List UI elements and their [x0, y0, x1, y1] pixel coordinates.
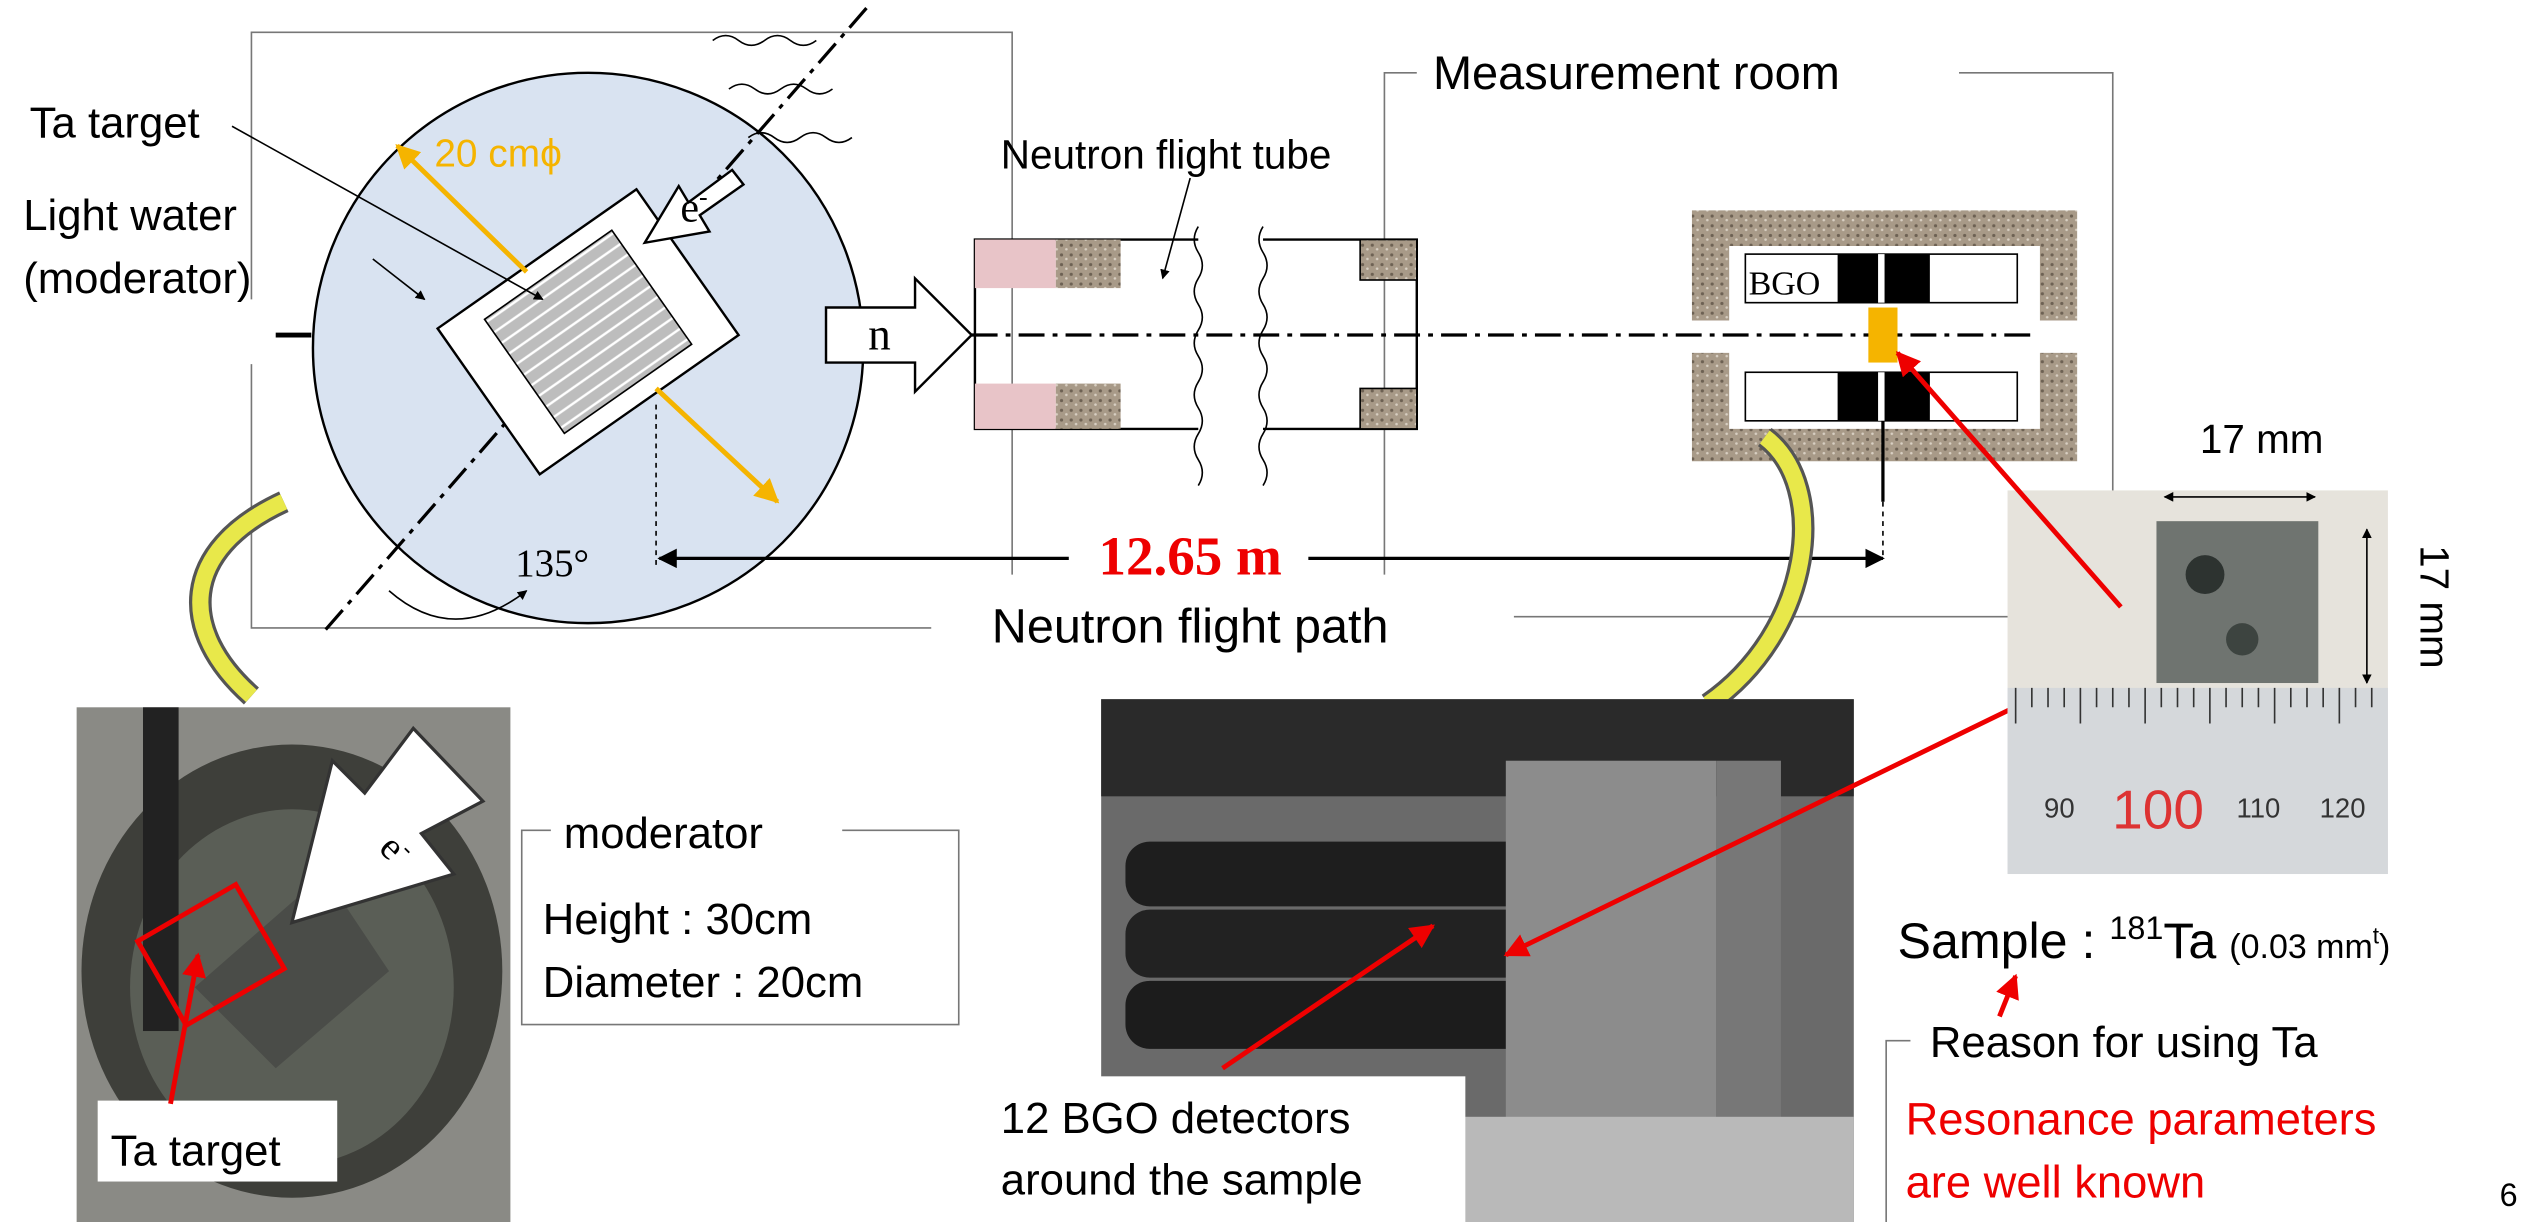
diameter-label: 20 cmϕ	[434, 133, 561, 176]
page: { "setup": { "ta_target": "Ta target", "…	[0, 0, 2539, 1222]
ruler-label: 90	[2044, 792, 2075, 823]
sample-label: Sample : 181Ta(0.03 mmt)	[1897, 910, 2390, 969]
neutron-label: n	[868, 310, 891, 360]
ruler-label: 110	[2237, 792, 2281, 823]
flight-path-label: Neutron flight path	[992, 600, 1389, 654]
distance-label: 12.65 m	[1099, 526, 1282, 587]
moderator-label: (moderator)	[23, 254, 251, 303]
target-photo-label: Ta target	[111, 1126, 281, 1175]
reason-line: are well known	[1906, 1157, 2206, 1208]
ta-target-label: Ta target	[30, 99, 200, 148]
detector-caption: around the sample	[1001, 1155, 1363, 1204]
page-number: 6	[2500, 1177, 2518, 1213]
slide: e- 20 cmϕ Ta target Light water (moderat…	[0, 0, 2539, 1222]
reason-line: Resonance parameters	[1906, 1094, 2377, 1145]
light-water-label: Light water	[23, 191, 237, 240]
ruler-label: 120	[2320, 792, 2366, 823]
bgo-label: BGO	[1749, 266, 1821, 303]
moderator-title: moderator	[564, 809, 763, 858]
moderator-line: Diameter : 20cm	[543, 958, 863, 1007]
width-label: 17 mm	[2200, 416, 2324, 462]
measurement-room-label: Measurement room	[1433, 47, 1840, 99]
pointer	[1163, 178, 1191, 278]
pointer	[1999, 976, 2015, 1016]
moderator-line: Height : 30cm	[543, 895, 813, 944]
flight-tube-label: Neutron flight tube	[1001, 131, 1332, 177]
reason-title: Reason for using Ta	[1930, 1018, 2318, 1067]
detector-caption: 12 BGO detectors	[1001, 1094, 1351, 1143]
height-label: 17 mm	[2411, 545, 2457, 669]
flight-tube	[975, 227, 1417, 486]
detector-photo	[988, 699, 1854, 1222]
ruler-label: 100	[2112, 779, 2204, 841]
angle-label: 135°	[515, 542, 589, 585]
